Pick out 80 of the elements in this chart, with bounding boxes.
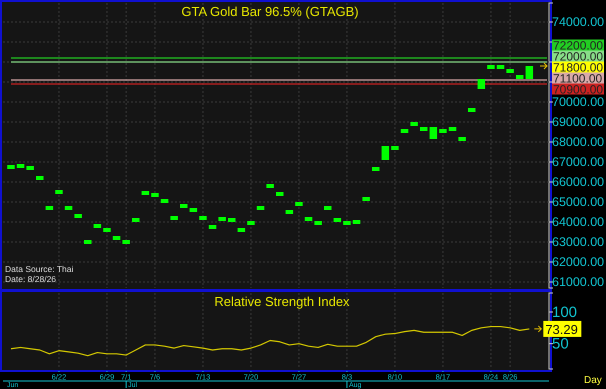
candlestick (391, 146, 399, 150)
y-tick-label: 66000.00 (552, 175, 604, 189)
y-tick-label: 69000.00 (552, 115, 604, 129)
candlestick (496, 65, 504, 69)
candlestick (238, 228, 246, 232)
y-tick-label: 100 (552, 304, 578, 321)
candlestick (208, 225, 216, 229)
candlestick (218, 217, 226, 221)
y-tick-label: 65000.00 (552, 195, 604, 209)
candlestick (372, 167, 380, 171)
candlestick (430, 127, 438, 139)
candlestick (74, 214, 82, 218)
candlestick (304, 217, 312, 221)
candlestick (276, 192, 284, 196)
y-tick-label: 62000.00 (552, 255, 604, 269)
candlestick (228, 218, 236, 222)
candlestick (256, 206, 264, 210)
y-tick-label: 64000.00 (552, 215, 604, 229)
annotation: Data Source: Thai (5, 264, 74, 274)
y-tick-label: 61000.00 (552, 275, 604, 289)
candlestick (46, 206, 54, 210)
candlestick (199, 216, 207, 220)
x-axis-title: Day (584, 375, 602, 386)
candlestick (334, 218, 342, 222)
candlestick (382, 146, 390, 160)
ref-line-label: 70900.00 (553, 82, 604, 96)
ref-line-label: 71100.00 (553, 72, 602, 86)
candlestick (400, 129, 408, 133)
ref-line-label: 72200.00 (553, 38, 604, 52)
y-tick-label: 63000.00 (552, 235, 604, 249)
candlestick (516, 75, 524, 79)
candlestick (295, 202, 303, 206)
candlestick (266, 184, 274, 188)
line-series (10, 326, 530, 356)
candlestick (26, 166, 34, 170)
candlestick (55, 190, 63, 194)
annotation: Date: 8/28/26 (5, 274, 56, 284)
candlestick (324, 206, 332, 210)
candlestick (314, 221, 322, 225)
y-tick-label: 70000.00 (552, 95, 604, 109)
candlestick (112, 236, 120, 240)
candlestick (170, 216, 178, 220)
candlestick (16, 164, 24, 168)
candlestick (468, 108, 476, 112)
candlestick (103, 228, 111, 232)
ref-line-label: 72000.00 (553, 50, 604, 64)
candlestick (122, 240, 130, 244)
candlestick (190, 208, 198, 212)
candlestick (526, 66, 534, 79)
candlestick (36, 176, 44, 180)
chart-title: Relative Strength Index (214, 294, 350, 309)
candlestick (458, 137, 466, 141)
y-tick-label: 68000.00 (552, 135, 604, 149)
candlestick (448, 127, 456, 131)
text: 71800.00 (553, 60, 604, 74)
candlestick (410, 122, 418, 126)
candlestick (286, 210, 294, 214)
y-tick-label: 50 (552, 335, 569, 352)
candlestick (151, 193, 159, 197)
chart-title: GTA Gold Bar 96.5% (GTAGB) (181, 4, 359, 19)
candlestick (439, 129, 447, 133)
candlestick (506, 69, 514, 73)
y-tick-label: 74000.00 (552, 15, 604, 29)
candlestick (84, 240, 92, 244)
candlestick (420, 127, 428, 131)
data-label: 73.29 (545, 322, 578, 337)
candlestick (132, 218, 140, 222)
candlestick (478, 79, 486, 89)
candlestick (64, 206, 72, 210)
candlestick (343, 221, 351, 225)
candlestick (362, 197, 370, 201)
candlestick (142, 191, 150, 195)
candlestick (160, 199, 168, 203)
y-tick-label: 67000.00 (552, 155, 604, 169)
candlestick (247, 221, 255, 225)
candlestick (352, 220, 360, 224)
candlestick (7, 165, 15, 169)
candlestick (487, 65, 495, 69)
candlestick (180, 204, 188, 208)
candlestick (94, 224, 102, 228)
